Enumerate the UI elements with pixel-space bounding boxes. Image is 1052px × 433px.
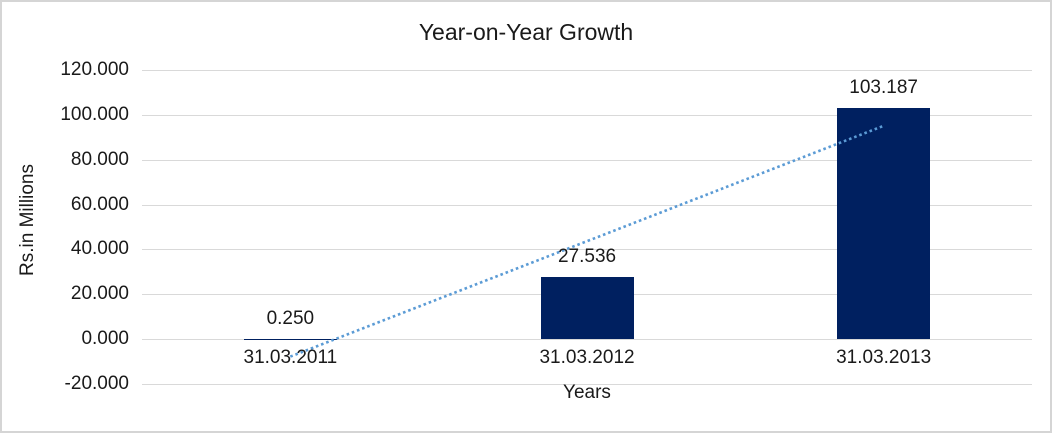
data-label: 27.536	[557, 246, 617, 268]
y-tick-label: 60.000	[70, 193, 129, 215]
y-tick-label: 0.000	[81, 328, 129, 350]
gridline	[142, 70, 1032, 71]
chart-title: Year-on-Year Growth	[418, 19, 634, 45]
data-label: 103.187	[849, 76, 918, 98]
bar	[243, 338, 337, 340]
gridline	[142, 384, 1032, 385]
data-label: 0.250	[266, 307, 315, 329]
x-category-label: 31.03.2011	[243, 347, 338, 368]
bar	[540, 277, 634, 340]
gridline	[142, 339, 1032, 341]
x-axis-title: Years	[563, 382, 611, 403]
bar	[837, 107, 931, 340]
x-category-label: 31.03.2013	[836, 347, 932, 368]
y-tick-label: 120.000	[60, 59, 129, 80]
gridline	[142, 249, 1032, 251]
gridline	[142, 159, 1032, 161]
y-tick-label: 100.000	[60, 103, 129, 125]
trendline	[289, 124, 885, 358]
y-tick-label: 80.000	[70, 148, 129, 170]
gridline	[142, 204, 1032, 206]
y-tick-label: -20.000	[64, 373, 129, 394]
y-tick-label: 40.000	[70, 238, 129, 260]
x-category-label: 31.03.2012	[539, 347, 635, 368]
trendline-path	[289, 124, 885, 358]
gridline	[142, 114, 1032, 116]
y-tick-label: 20.000	[70, 283, 129, 305]
